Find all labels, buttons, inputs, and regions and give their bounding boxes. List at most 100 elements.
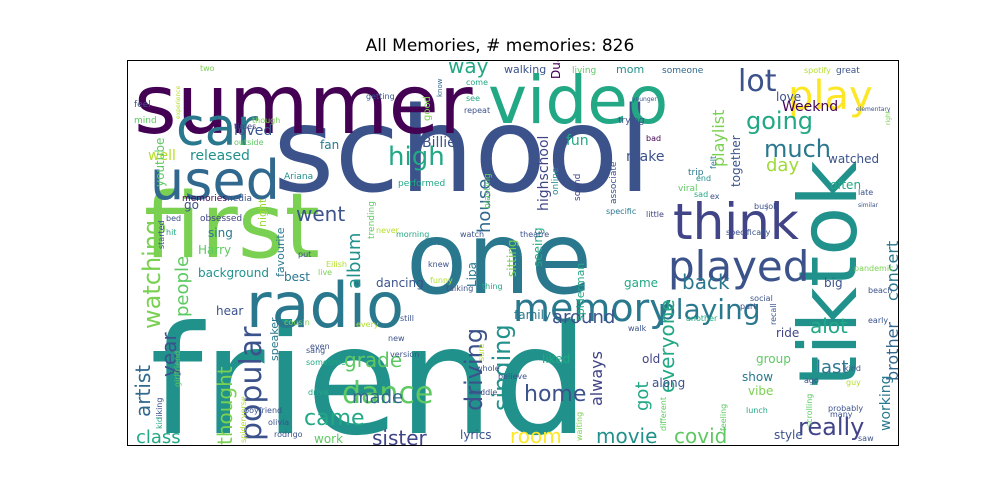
word-home: home bbox=[524, 382, 586, 407]
word-theatre: theatre bbox=[520, 230, 549, 239]
word-loved: loved bbox=[234, 123, 272, 139]
word-covid: covid bbox=[674, 424, 727, 445]
word-bed: bed bbox=[166, 214, 181, 223]
word-rodrigo: rodrigo bbox=[274, 430, 303, 439]
word-put: put bbox=[298, 250, 311, 259]
word-guy: guy bbox=[846, 378, 861, 387]
word-high: high bbox=[388, 142, 445, 172]
word-end: end bbox=[696, 174, 711, 183]
word-performed: performed bbox=[398, 179, 445, 189]
word-room: room bbox=[510, 424, 562, 445]
word-lot: lot bbox=[738, 64, 777, 99]
word-going: going bbox=[746, 107, 813, 135]
word-liked: liked bbox=[542, 352, 570, 366]
word-school: school bbox=[273, 81, 651, 219]
word-go: go bbox=[184, 198, 199, 212]
word-concert: concert bbox=[883, 241, 898, 301]
word-favourite: favourite bbox=[274, 227, 287, 277]
word-part: part bbox=[740, 302, 756, 311]
word-grade: grade bbox=[344, 348, 402, 372]
word-scrolling: scrolling bbox=[805, 394, 814, 427]
word-know: know bbox=[436, 78, 444, 97]
word-driving: driving bbox=[460, 328, 488, 411]
word-old: old bbox=[642, 352, 660, 366]
word-many: many bbox=[830, 410, 853, 419]
word-watched: watched bbox=[828, 152, 879, 166]
word-ride: ride bbox=[776, 326, 799, 340]
word-someone: someone bbox=[662, 66, 704, 76]
word-blasting: blasting bbox=[483, 173, 493, 209]
word-associate: associate bbox=[609, 161, 619, 204]
word-thing: thing bbox=[482, 282, 503, 291]
word-last: last bbox=[816, 357, 848, 378]
word-bad: bad bbox=[646, 134, 661, 143]
word-sound: sound bbox=[573, 174, 583, 201]
word-trip: trip bbox=[688, 168, 704, 178]
word-hear: hear bbox=[216, 304, 243, 318]
word-tiktok: tiktok bbox=[782, 160, 875, 387]
word-two: two bbox=[200, 64, 215, 73]
word-game: game bbox=[624, 276, 658, 290]
word-come: come bbox=[466, 78, 488, 87]
word-started: started bbox=[157, 220, 166, 249]
word-though: though bbox=[252, 116, 280, 125]
word-really: really bbox=[798, 413, 864, 441]
word-made: made bbox=[352, 387, 403, 408]
word-got: got bbox=[632, 382, 653, 412]
word-long: long bbox=[434, 238, 451, 247]
word-everyone: everyone bbox=[655, 299, 679, 393]
word-car: car bbox=[176, 98, 258, 158]
word-style: style bbox=[774, 428, 803, 442]
word-getting: getting bbox=[366, 92, 395, 101]
word-never: never bbox=[376, 226, 400, 235]
word-way: way bbox=[448, 61, 489, 78]
word-eilish: Eilish bbox=[326, 260, 347, 269]
word-cloud-frame: friend school one summer first video tiktok rad… bbox=[127, 60, 899, 446]
word-olivia: olivia bbox=[268, 418, 289, 427]
word-went: went bbox=[296, 202, 345, 226]
word-repeat: repeat bbox=[464, 106, 490, 115]
word-used: used bbox=[150, 149, 280, 212]
word-dancing: dancing bbox=[376, 276, 424, 290]
word-singing: singing bbox=[488, 324, 516, 411]
word-mind: mind bbox=[134, 116, 157, 126]
word-times: times bbox=[234, 122, 256, 131]
word-day: day bbox=[766, 155, 799, 176]
word-late: late bbox=[858, 188, 873, 197]
word-viral: viral bbox=[678, 184, 698, 194]
word-job: job bbox=[765, 202, 778, 211]
word-kind: kind bbox=[844, 364, 861, 373]
word-little: little bbox=[646, 210, 664, 219]
word-similar: similar bbox=[858, 202, 879, 209]
word-think: think bbox=[673, 193, 799, 251]
word-waiting: waiting bbox=[575, 412, 584, 441]
word-believe: believe bbox=[498, 372, 527, 381]
word-ex: ex bbox=[710, 192, 720, 201]
word-even: even bbox=[310, 342, 330, 351]
word-bus: bus bbox=[754, 202, 768, 211]
word-recall: recall bbox=[769, 303, 778, 325]
word-year: year bbox=[157, 332, 181, 377]
word-outside: outside bbox=[234, 138, 264, 147]
word-fan: fan bbox=[320, 138, 339, 152]
word-early: early bbox=[868, 316, 888, 325]
word-feeling: feeling bbox=[719, 404, 728, 431]
word-younger: younger bbox=[632, 96, 657, 103]
word-trying: trying bbox=[618, 116, 644, 126]
word-ariana: Ariana bbox=[284, 172, 313, 182]
word-radio: radio bbox=[246, 269, 404, 342]
word-much: much bbox=[764, 135, 831, 163]
word-morning: morning bbox=[396, 230, 429, 239]
word-pandemic: pandemic bbox=[854, 264, 893, 273]
word-play: play bbox=[788, 73, 873, 119]
word-mom: mom bbox=[616, 63, 644, 76]
word-working: working bbox=[878, 375, 894, 431]
word-lyrics: lyrics bbox=[460, 428, 492, 442]
word-night: night bbox=[256, 198, 269, 227]
word-lunch: lunch bbox=[746, 406, 768, 415]
word-playing: playing bbox=[658, 293, 761, 326]
word-always: always bbox=[587, 351, 606, 406]
word-probably: probably bbox=[828, 404, 863, 413]
word-youtube: youtube bbox=[153, 138, 167, 187]
word-best: best bbox=[284, 270, 310, 284]
